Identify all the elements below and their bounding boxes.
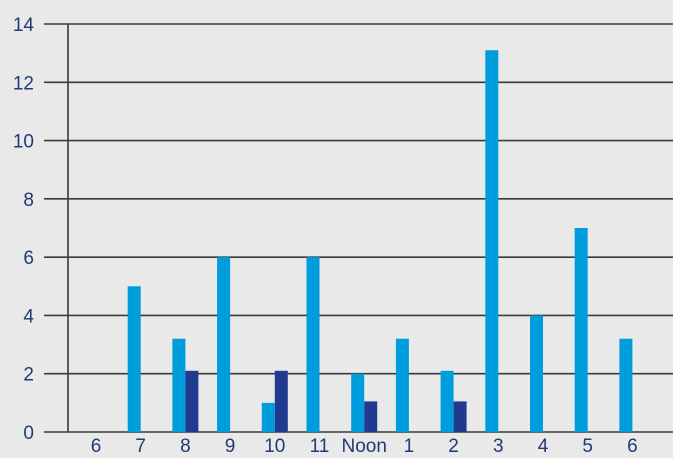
bar-series-b <box>453 401 467 432</box>
bar-series-a <box>619 338 633 432</box>
x-tick-label: 6 <box>91 436 102 457</box>
y-tick-label: 8 <box>23 190 34 211</box>
bar-series-b <box>364 401 378 432</box>
bar-series-a <box>172 338 186 432</box>
y-tick-label: 2 <box>23 365 34 386</box>
bar-series-a <box>395 338 409 432</box>
x-tick-label: 7 <box>135 436 146 457</box>
bar-series-a <box>485 50 499 432</box>
x-tick-label: 2 <box>448 436 459 457</box>
x-tick-label: 4 <box>538 436 549 457</box>
bar-series-a <box>127 286 141 432</box>
x-tick-label: 5 <box>582 436 593 457</box>
x-tick-label: 6 <box>627 436 638 457</box>
bar-series-a <box>217 257 231 432</box>
bar-series-a <box>306 257 320 432</box>
y-tick-label: 0 <box>23 423 34 444</box>
x-tick-label: Noon <box>341 436 386 457</box>
bar-series-a <box>261 402 275 432</box>
bar-series-a <box>351 373 365 432</box>
bar-series-a <box>574 228 588 432</box>
x-tick-label: 1 <box>404 436 415 457</box>
x-tick-label: 3 <box>493 436 504 457</box>
bar-series-a <box>440 370 454 432</box>
x-tick-label: 9 <box>225 436 236 457</box>
y-tick-label: 12 <box>13 73 34 94</box>
bar-series-b <box>185 370 199 432</box>
x-tick-label: 11 <box>310 436 330 457</box>
bar-series-b <box>274 370 288 432</box>
y-tick-label: 14 <box>13 15 35 36</box>
y-tick-label: 6 <box>23 248 34 269</box>
bar-series-a <box>530 315 543 432</box>
x-tick-label: 8 <box>180 436 191 457</box>
y-tick-label: 4 <box>23 306 34 327</box>
y-tick-label: 10 <box>13 132 34 153</box>
x-tick-label: 10 <box>264 436 285 457</box>
